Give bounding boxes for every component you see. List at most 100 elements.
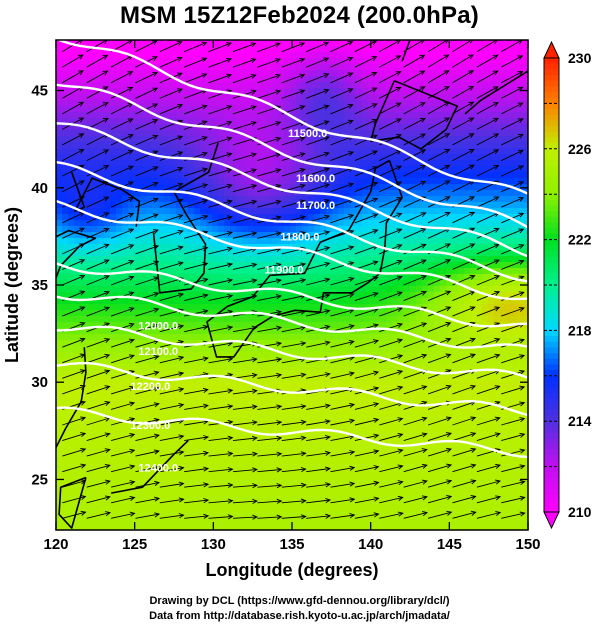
field-cell (158, 124, 165, 131)
field-cell (518, 94, 525, 101)
field-cell (116, 208, 123, 215)
field-cell (206, 94, 213, 101)
field-cell (128, 130, 135, 137)
field-cell (254, 238, 261, 245)
field-cell (272, 154, 279, 161)
field-cell (152, 232, 159, 239)
field-cell (398, 250, 405, 257)
field-cell (236, 286, 243, 293)
field-cell (128, 298, 135, 305)
field-cell (320, 166, 327, 173)
field-cell (284, 166, 291, 173)
field-cell (410, 382, 417, 389)
field-cell (506, 70, 513, 77)
field-cell (344, 70, 351, 77)
field-cell (428, 118, 435, 125)
field-cell (434, 298, 441, 305)
field-cell (440, 106, 447, 113)
field-cell (416, 148, 423, 155)
field-cell (110, 418, 117, 425)
field-cell (134, 118, 141, 125)
field-cell (470, 370, 477, 377)
field-cell (488, 382, 495, 389)
field-cell (116, 346, 123, 353)
field-cell (56, 322, 63, 329)
field-cell (446, 208, 453, 215)
field-cell (398, 298, 405, 305)
field-cell (218, 208, 225, 215)
field-cell (212, 58, 219, 65)
field-cell (512, 340, 519, 347)
field-cell (236, 106, 243, 113)
field-cell (260, 370, 267, 377)
field-cell (104, 388, 111, 395)
field-cell (464, 268, 471, 275)
field-cell (188, 76, 195, 83)
field-cell (362, 334, 369, 341)
field-cell (404, 406, 411, 413)
field-cell (488, 232, 495, 239)
field-cell (386, 328, 393, 335)
field-cell (158, 346, 165, 353)
field-cell (524, 352, 528, 359)
field-cell (278, 70, 285, 77)
field-cell (338, 148, 345, 155)
field-cell (248, 358, 255, 365)
field-cell (284, 394, 291, 401)
field-cell (212, 346, 219, 353)
field-cell (464, 172, 471, 179)
field-cell (320, 412, 327, 419)
field-cell (164, 250, 171, 257)
field-cell (392, 94, 399, 101)
field-cell (422, 232, 429, 239)
field-cell (518, 172, 525, 179)
field-cell (476, 88, 483, 95)
field-cell (398, 172, 405, 179)
field-cell (188, 52, 195, 59)
field-cell (494, 136, 501, 143)
field-cell (434, 328, 441, 335)
field-cell (326, 184, 333, 191)
field-cell (308, 40, 315, 47)
field-cell (368, 376, 375, 383)
field-cell (386, 94, 393, 101)
field-cell (104, 160, 111, 167)
field-cell (314, 82, 321, 89)
field-cell (416, 160, 423, 167)
field-cell (188, 322, 195, 329)
field-cell (134, 112, 141, 119)
field-cell (518, 334, 525, 341)
field-cell (110, 310, 117, 317)
field-cell (452, 310, 459, 317)
field-cell (176, 178, 183, 185)
field-cell (392, 292, 399, 299)
field-cell (416, 142, 423, 149)
field-cell (410, 214, 417, 221)
field-cell (446, 346, 453, 353)
field-cell (266, 238, 273, 245)
field-cell (524, 394, 528, 401)
field-cell (188, 166, 195, 173)
field-cell (200, 328, 207, 335)
field-cell (308, 376, 315, 383)
field-cell (116, 394, 123, 401)
field-cell (152, 292, 159, 299)
field-cell (140, 328, 147, 335)
field-cell (164, 244, 171, 251)
field-cell (128, 394, 135, 401)
field-cell (392, 76, 399, 83)
field-cell (494, 88, 501, 95)
field-cell (446, 88, 453, 95)
field-cell (452, 130, 459, 137)
field-cell (260, 304, 267, 311)
field-cell (80, 250, 87, 257)
field-cell (476, 112, 483, 119)
field-cell (254, 334, 261, 341)
field-cell (512, 358, 519, 365)
field-cell (212, 154, 219, 161)
field-cell (80, 328, 87, 335)
field-cell (152, 286, 159, 293)
field-cell (284, 70, 291, 77)
field-cell (182, 142, 189, 149)
field-cell (188, 94, 195, 101)
